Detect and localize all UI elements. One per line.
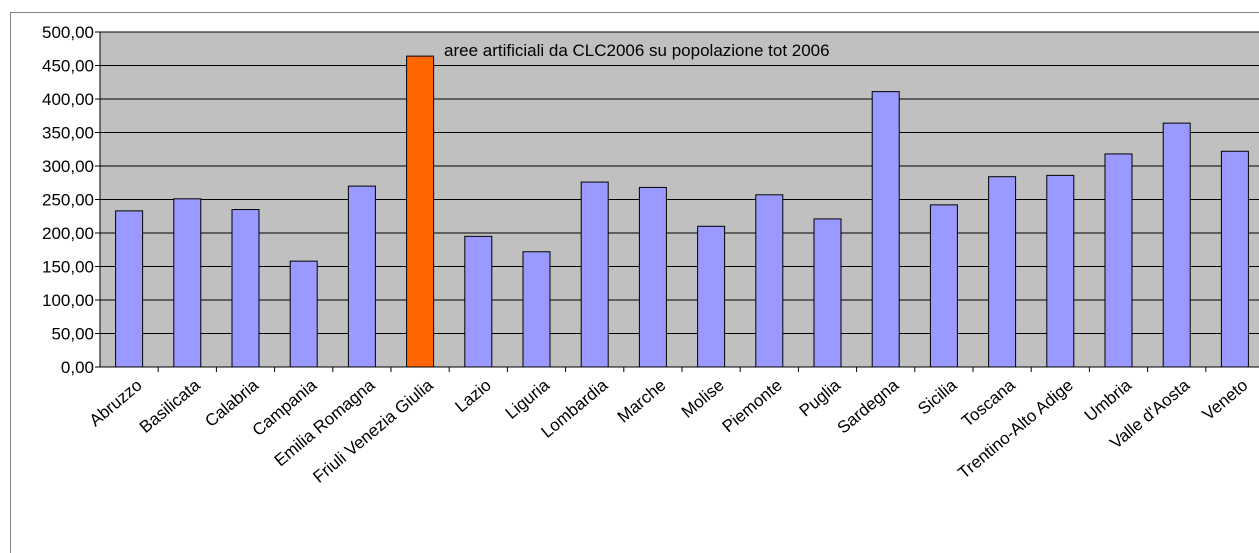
y-tick-label: 50,00 bbox=[51, 325, 94, 344]
bar bbox=[580, 181, 609, 368]
bar bbox=[1220, 150, 1249, 368]
bar bbox=[813, 218, 842, 368]
bar bbox=[522, 251, 551, 368]
bar bbox=[1104, 153, 1133, 368]
bar bbox=[929, 204, 958, 368]
y-tick-label: 500,00 bbox=[42, 23, 94, 42]
bar bbox=[115, 210, 144, 368]
y-tick-label: 300,00 bbox=[42, 157, 94, 176]
bar bbox=[755, 194, 784, 368]
bar bbox=[638, 186, 667, 368]
x-tick-label: Molise bbox=[678, 376, 728, 422]
y-tick-label: 350,00 bbox=[42, 124, 94, 143]
bar bbox=[988, 176, 1017, 368]
bar bbox=[871, 91, 900, 368]
x-tick-label: Umbria bbox=[1081, 375, 1136, 425]
y-tick-label: 100,00 bbox=[42, 291, 94, 310]
y-tick-label: 200,00 bbox=[42, 224, 94, 243]
bar bbox=[1046, 174, 1075, 368]
x-tick-label: Puglia bbox=[796, 375, 845, 420]
bar bbox=[406, 55, 435, 368]
x-tick-label: Sicilia bbox=[914, 375, 961, 418]
bar bbox=[697, 225, 726, 368]
x-tick-label: Marche bbox=[614, 376, 670, 427]
y-tick-label: 400,00 bbox=[42, 90, 94, 109]
y-tick-label: 450,00 bbox=[42, 57, 94, 76]
bar bbox=[347, 185, 376, 368]
chart-title: aree artificiali da CLC2006 su popolazio… bbox=[444, 41, 830, 60]
bar bbox=[289, 260, 318, 368]
y-tick-label: 0,00 bbox=[61, 358, 94, 377]
x-tick-label: Sardegna bbox=[834, 375, 903, 437]
x-tick-label: Veneto bbox=[1199, 376, 1252, 425]
bar bbox=[464, 235, 493, 368]
y-tick-label: 250,00 bbox=[42, 191, 94, 210]
bar bbox=[173, 198, 202, 368]
x-tick-label: Piemonte bbox=[719, 376, 786, 437]
x-tick-label: Lazio bbox=[452, 376, 495, 417]
y-tick-label: 150,00 bbox=[42, 258, 94, 277]
bar bbox=[231, 209, 260, 368]
x-tick-label: Basilicata bbox=[136, 375, 204, 437]
x-tick-label: Liguria bbox=[502, 375, 554, 423]
x-tick-label: Emilia Romagna bbox=[271, 375, 379, 470]
bar bbox=[1162, 122, 1191, 368]
